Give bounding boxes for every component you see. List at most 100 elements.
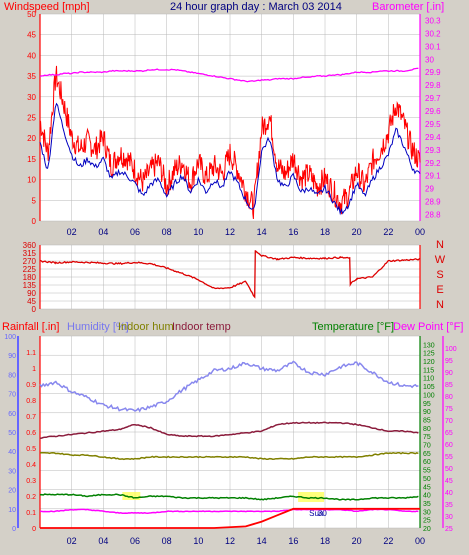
- bottom-x-tick-label: 18: [320, 536, 330, 546]
- baro-y-tick-label: 29.3: [425, 146, 441, 155]
- bottom-x-tick-label: 10: [193, 536, 203, 546]
- temp-y-tick-label: 20: [423, 526, 431, 533]
- dewpoint-line: [39, 508, 419, 515]
- temp-y-tick-label: 80: [423, 426, 431, 433]
- bottom-x-tick-label: 12: [225, 536, 235, 546]
- bottom-x-tick-label: 14: [257, 536, 267, 546]
- temp-y-tick-label: 110: [423, 376, 434, 383]
- rain-y-tick-label: 0.4: [26, 462, 36, 469]
- windspeed-average-line: [39, 102, 421, 216]
- temp-y-tick-label: 40: [423, 493, 431, 500]
- temp-y-tick-label: 30: [423, 509, 431, 516]
- dew-y-tick-label: 95: [445, 358, 453, 365]
- wind-y-tick-label: 10: [27, 176, 36, 185]
- wind-y-tick-label: 40: [27, 51, 36, 60]
- temp-y-tick-label: 70: [423, 443, 431, 450]
- rain-y-tick-label: 0.9: [26, 382, 36, 389]
- temp-y-tick-label: 130: [423, 342, 435, 349]
- humidity-y-tick-label: 50: [8, 430, 16, 437]
- temp-y-tick-label: 35: [423, 501, 431, 508]
- direction-y-tick-label: 0: [32, 305, 37, 314]
- rain-y-tick-label: 0.6: [26, 430, 36, 437]
- bottom-x-tick-label: 16: [288, 536, 298, 546]
- wind-x-tick-label: 18: [320, 227, 330, 237]
- wind-x-tick-label: 16: [288, 227, 298, 237]
- wind-x-tick-label: 14: [257, 227, 267, 237]
- wind-y-tick-label: 0: [32, 217, 37, 226]
- bottom-x-tick-label: 00: [415, 536, 425, 546]
- dew-y-tick-label: 55: [445, 454, 453, 461]
- wind-y-tick-label: 20: [27, 134, 36, 143]
- baro-y-tick-label: 30.1: [425, 42, 441, 51]
- rain-y-tick-label: 0.3: [26, 478, 36, 485]
- baro-y-tick-label: 30: [425, 55, 434, 64]
- bottom-x-tick-label: 04: [98, 536, 108, 546]
- wind-x-tick-label: 02: [67, 227, 77, 237]
- compass-label: N: [436, 239, 444, 251]
- wind-y-tick-label: 50: [27, 10, 36, 19]
- dew-y-tick-label: 100: [445, 346, 457, 353]
- humidity-y-tick-label: 40: [8, 449, 16, 456]
- compass-label: E: [436, 284, 443, 296]
- rain-y-tick-label: 1: [32, 366, 36, 373]
- wind-baro-chart: 0 5 10 15 20 25 30 35 40 45 50 28.8 28.9 29 29.1 29.2 29…: [27, 10, 441, 237]
- dew-y-tick-label: 60: [445, 442, 453, 449]
- wind-x-tick-label: 22: [383, 227, 393, 237]
- rain-y-tick-label: 1.1: [26, 350, 36, 357]
- rainfall-line: [40, 507, 420, 529]
- wind-x-tick-label: 04: [98, 227, 108, 237]
- baro-y-tick-label: 29.9: [425, 68, 441, 77]
- temperature-label: Temperature [°F]: [312, 321, 394, 333]
- temp-humidity-rain-chart: 010203040506070809010000.10.20.30.40.50.…: [4, 334, 456, 546]
- direction-y-tick-label: 360: [23, 241, 37, 250]
- baro-y-tick-label: 29.4: [425, 133, 441, 142]
- humidity-y-tick-label: 70: [8, 392, 16, 399]
- bottom-x-tick-label: 08: [162, 536, 172, 546]
- direction-y-tick-label: 180: [23, 273, 37, 282]
- bottom-x-tick-label: 22: [383, 536, 393, 546]
- baro-y-tick-label: 29.5: [425, 120, 441, 129]
- wind-y-tick-label: 45: [27, 31, 36, 40]
- indoor-temp-label: Indoor temp: [172, 321, 231, 333]
- rain-y-tick-label: 0.7: [26, 414, 36, 421]
- humidity-y-tick-label: 100: [4, 334, 16, 341]
- indoor-humidity-line: [39, 451, 419, 461]
- temp-y-tick-label: 120: [423, 359, 435, 366]
- baro-y-tick-label: 30.2: [425, 29, 441, 38]
- barometer-axis-label: Barometer [.in]: [372, 1, 444, 13]
- humidity-y-tick-label: 60: [8, 411, 16, 418]
- baro-y-tick-label: 30.3: [425, 16, 441, 25]
- humidity-y-tick-label: 20: [8, 488, 16, 495]
- wind-x-tick-label: 00: [415, 227, 425, 237]
- sun-highlight: [122, 492, 141, 500]
- baro-y-tick-label: 29.8: [425, 81, 441, 90]
- dewpoint-label: Dew Point [°F]: [393, 321, 463, 333]
- temp-y-tick-label: 25: [423, 518, 431, 525]
- compass-label: W: [435, 254, 446, 266]
- temp-y-tick-label: 50: [423, 476, 431, 483]
- baro-y-tick-label: 29.1: [425, 172, 441, 181]
- direction-y-tick-label: 135: [23, 281, 37, 290]
- humidity-y-tick-label: 30: [8, 468, 16, 475]
- temp-y-tick-label: 90: [423, 409, 431, 416]
- sun-mark-label: 30: [318, 509, 327, 518]
- dew-y-tick-label: 45: [445, 478, 453, 485]
- dew-y-tick-label: 85: [445, 382, 453, 389]
- temp-y-tick-label: 105: [423, 384, 435, 391]
- dew-y-tick-label: 35: [445, 502, 453, 509]
- humidity-label: Humidity [%]: [67, 321, 129, 333]
- dew-y-tick-label: 75: [445, 406, 453, 413]
- temp-y-tick-label: 60: [423, 459, 431, 466]
- dew-y-tick-label: 50: [445, 466, 453, 473]
- compass-label: S: [436, 269, 443, 281]
- temp-y-tick-label: 45: [423, 484, 431, 491]
- graph-title: 24 hour graph day : March 03 2014: [170, 1, 342, 13]
- baro-y-tick-label: 28.8: [425, 211, 441, 220]
- indoor-hum-label: Indoor hum: [118, 321, 174, 333]
- baro-y-tick-label: 29.6: [425, 107, 441, 116]
- temp-y-tick-label: 65: [423, 451, 431, 458]
- direction-y-tick-label: 225: [23, 265, 37, 274]
- wind-y-tick-label: 5: [32, 196, 37, 205]
- wind-x-tick-label: 12: [225, 227, 235, 237]
